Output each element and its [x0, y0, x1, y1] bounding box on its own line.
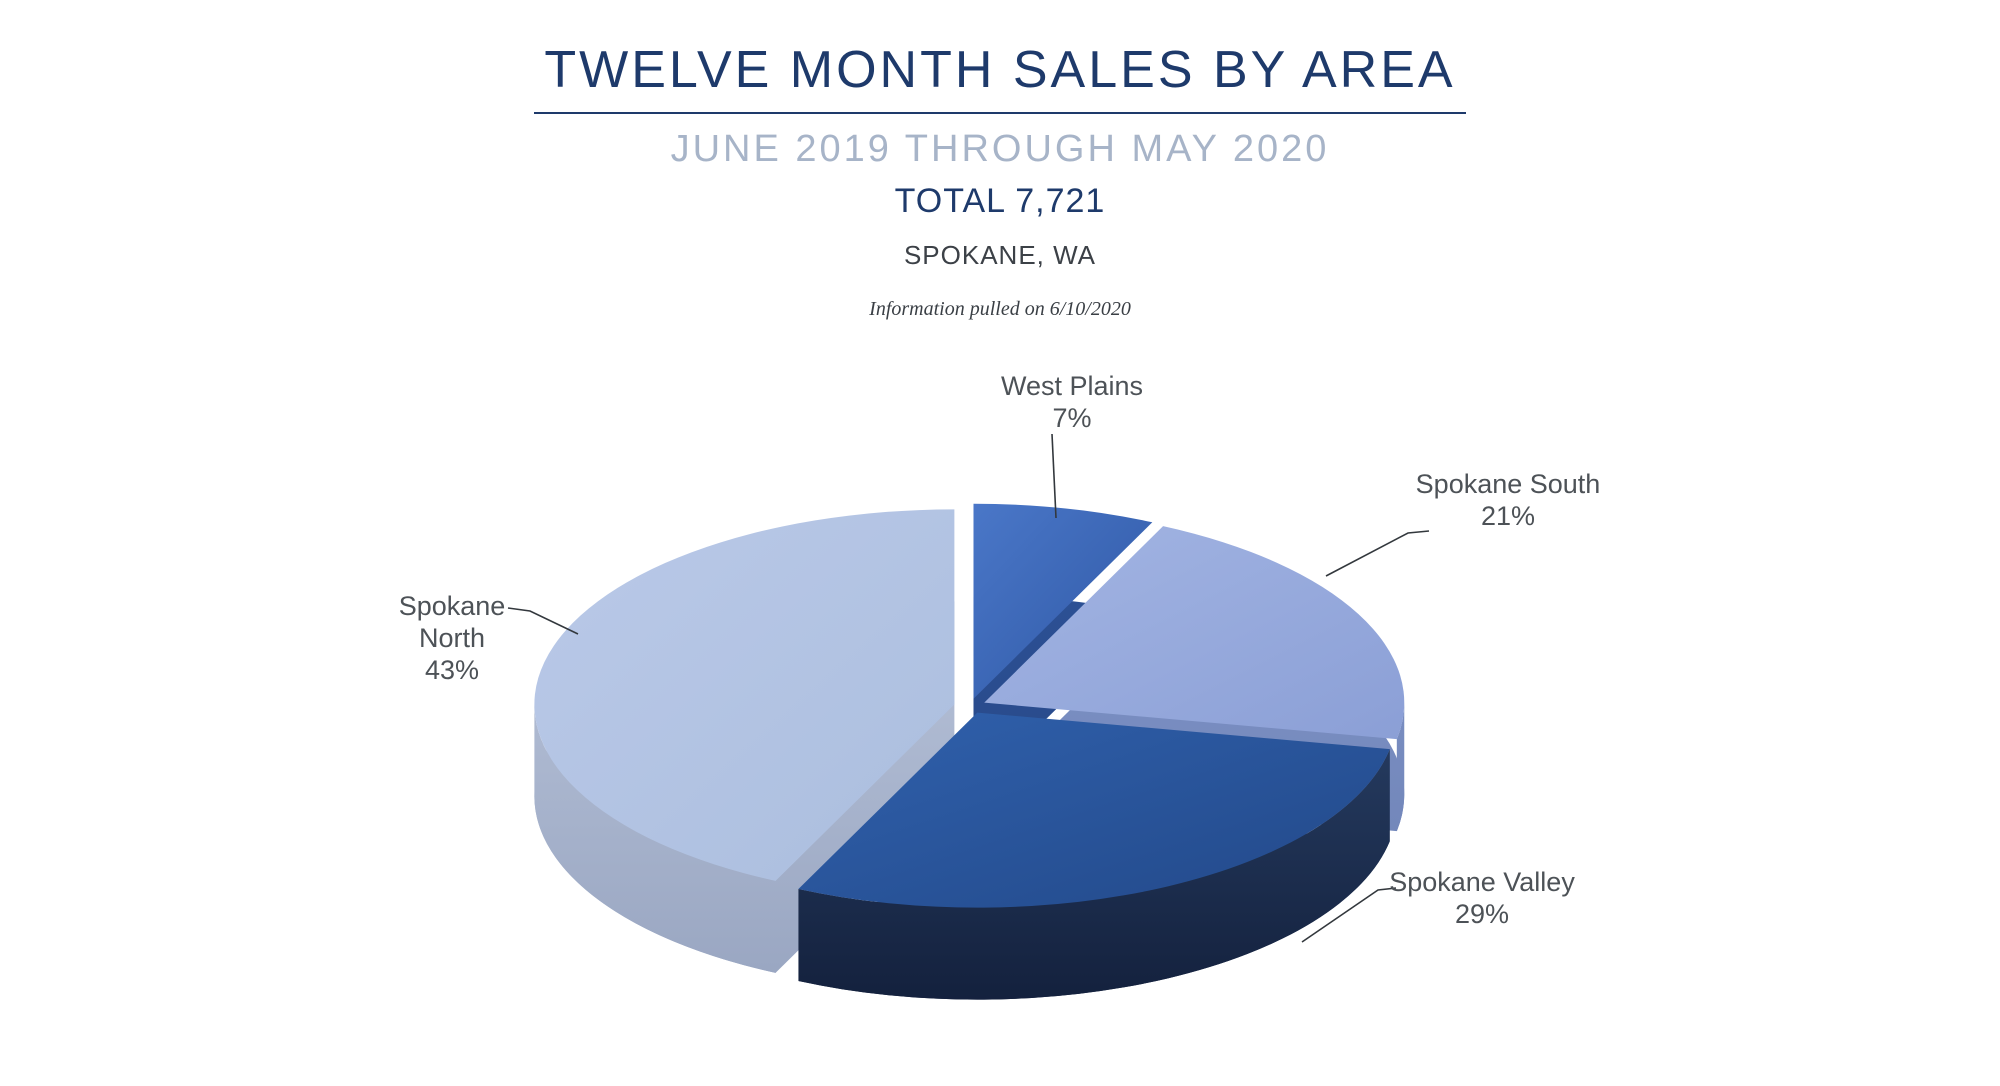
pie-slice-spokane-valley-wall: [798, 749, 1390, 1000]
slice-label-spokane-south-pct: 21%: [1480, 501, 1536, 531]
pie-slice-spokane-north-top: [534, 509, 955, 881]
pie-slice-spokane-valley-top: [798, 712, 1390, 908]
page-title: TWELVE MONTH SALES BY AREA: [0, 40, 2000, 114]
slice-label-west-plains-name: West Plains: [1000, 371, 1144, 401]
slice-label-west-plains-pct: 7%: [1052, 403, 1092, 433]
slice-label-spokane-south: Spokane South 21%: [1416, 468, 1601, 532]
leader-line-spokane-south: [1325, 530, 1430, 577]
slice-label-spokane-valley: Spokane Valley 29%: [1389, 866, 1575, 930]
source-note: Information pulled on 6/10/2020: [869, 298, 1131, 320]
pie-slice-spokane-north-wall: [534, 704, 776, 973]
leader-line-west-plains: [1051, 433, 1057, 519]
total-sales-label: TOTAL 7,721: [894, 182, 1106, 220]
slice-label-spokane-south-name: Spokane South: [1415, 469, 1601, 499]
pie-slice-west-plains-top: [973, 503, 1153, 699]
leader-line-spokane-valley: [1301, 887, 1397, 943]
date-range-subtitle: JUNE 2019 THROUGH MAY 2020: [670, 128, 1330, 170]
location-label: SPOKANE, WA: [903, 240, 1097, 270]
pie-slice-spokane-south-top: [984, 526, 1405, 740]
slice-label-spokane-valley-pct: 29%: [1454, 899, 1510, 929]
slice-label-spokane-north-pct: 43%: [424, 655, 480, 685]
leader-line-spokane-north: [507, 607, 579, 635]
pie-slice-spokane-south-wall: [1396, 702, 1405, 832]
slice-label-spokane-north-name: Spokane North: [398, 591, 506, 653]
slice-label-spokane-valley-name: Spokane Valley: [1389, 867, 1575, 897]
slice-label-spokane-north: Spokane North 43%: [367, 590, 537, 686]
page-title-text: TWELVE MONTH SALES BY AREA: [534, 40, 1466, 114]
slice-label-west-plains: West Plains 7%: [1001, 370, 1143, 434]
